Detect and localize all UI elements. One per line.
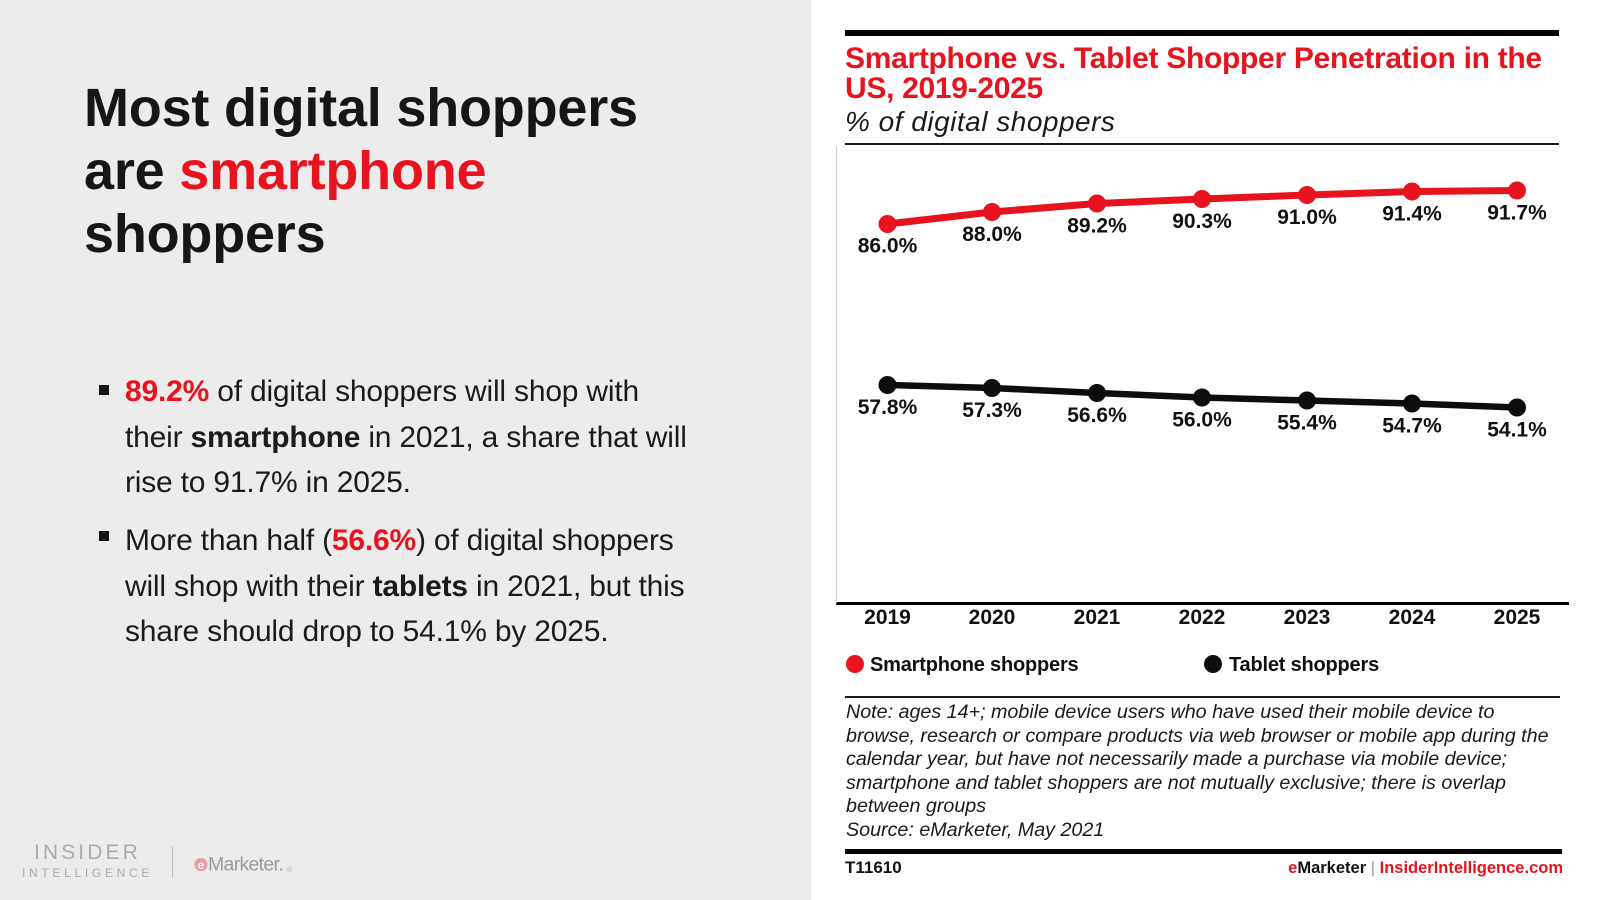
svg-text:89.2%: 89.2%	[1067, 215, 1127, 238]
svg-text:®: ®	[287, 866, 293, 874]
svg-text:91.7%: 91.7%	[1487, 202, 1547, 225]
svg-text:56.0%: 56.0%	[1172, 409, 1232, 432]
svg-text:91.0%: 91.0%	[1277, 206, 1337, 229]
svg-text:57.8%: 57.8%	[858, 396, 918, 419]
svg-text:Marketer.: Marketer.	[208, 853, 283, 875]
svg-text:86.0%: 86.0%	[858, 235, 918, 258]
svg-text:56.6%: 56.6%	[1067, 404, 1127, 427]
svg-text:57.3%: 57.3%	[962, 399, 1022, 422]
svg-text:e: e	[198, 858, 205, 872]
svg-text:54.7%: 54.7%	[1382, 415, 1442, 438]
svg-text:88.0%: 88.0%	[962, 223, 1022, 246]
svg-text:55.4%: 55.4%	[1277, 412, 1337, 435]
svg-text:90.3%: 90.3%	[1172, 210, 1232, 233]
svg-text:91.4%: 91.4%	[1382, 203, 1442, 226]
svg-text:54.1%: 54.1%	[1487, 419, 1547, 442]
